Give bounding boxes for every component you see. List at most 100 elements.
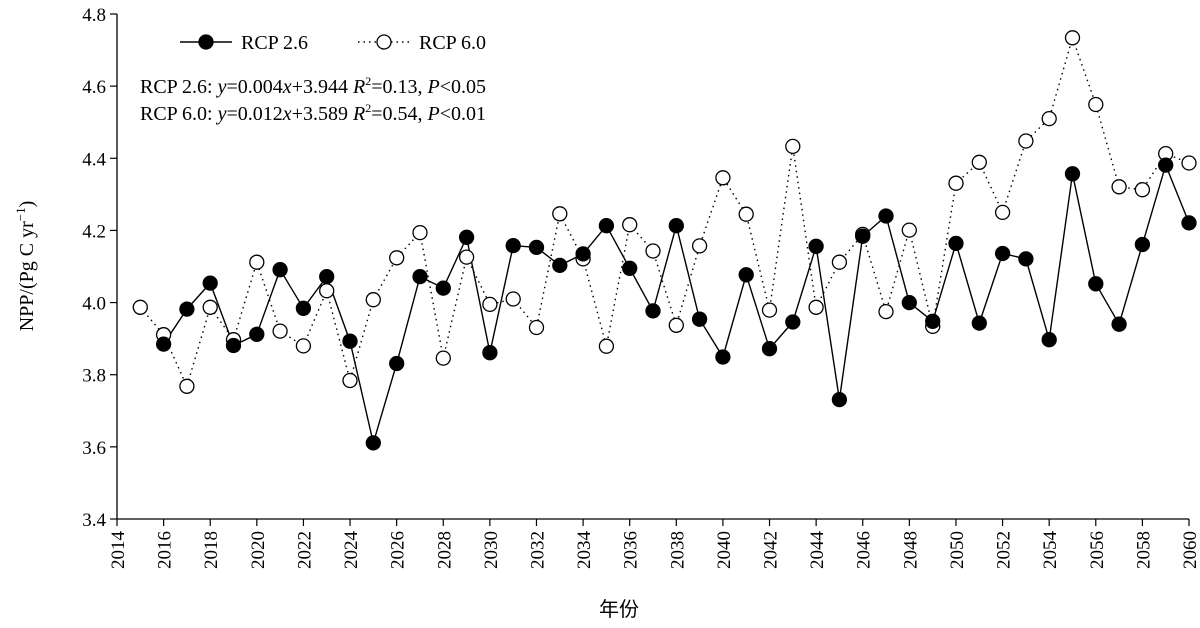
data-point-rcp26 — [785, 314, 801, 330]
x-tick-label: 2038 — [667, 531, 688, 569]
data-point-rcp26 — [691, 311, 708, 327]
data-point-rcp60 — [435, 350, 451, 366]
data-point-rcp26 — [1018, 251, 1034, 267]
y-tick-label: 4.0 — [82, 294, 106, 315]
data-point-rcp60 — [1088, 96, 1104, 113]
x-tick-label: 2034 — [574, 531, 595, 570]
x-tick-label: 2020 — [248, 531, 269, 569]
y-tick-label: 4.6 — [82, 77, 106, 98]
data-point-rcp26 — [249, 326, 265, 342]
x-tick-label: 2040 — [714, 531, 735, 569]
x-tick-label: 2022 — [294, 531, 315, 569]
data-point-rcp26 — [831, 391, 848, 408]
data-point-rcp26 — [202, 275, 218, 291]
data-point-rcp60 — [132, 299, 148, 315]
data-point-rcp60 — [505, 291, 521, 307]
x-tick-label: 2018 — [201, 531, 222, 569]
data-point-rcp60 — [295, 338, 312, 354]
legend-marker-open — [376, 34, 392, 50]
data-point-rcp60 — [1134, 182, 1151, 198]
y-tick-label: 4.8 — [82, 5, 106, 26]
data-point-rcp60 — [1064, 30, 1081, 46]
x-tick-label: 2028 — [434, 531, 455, 569]
data-point-rcp60 — [412, 224, 428, 241]
x-tick-label: 2016 — [155, 531, 176, 569]
x-axis-ticks: 2014 2016 2018 2020 2022 2024 2026 2028 2030 2032… — [108, 519, 1200, 569]
y-axis-ticks: 3.4 3.6 3.8 4.0 4.2 4.4 4.6 4.8 — [82, 5, 117, 531]
legend: RCP 2.6 RCP 6.0 — [180, 32, 486, 54]
data-point-rcp60 — [785, 138, 801, 155]
data-point-rcp26 — [971, 315, 987, 331]
data-point-rcp26 — [1158, 157, 1174, 173]
x-tick-label: 2050 — [947, 531, 968, 569]
series-line-rcp26 — [163, 162, 1190, 446]
y-tick-label: 4.2 — [82, 221, 106, 242]
data-point-rcp60 — [528, 319, 545, 336]
data-point-rcp60 — [645, 243, 661, 259]
legend-label-rcp26: RCP 2.6 — [241, 32, 308, 54]
data-point-rcp26 — [1064, 166, 1081, 182]
y-tick-label: 4.4 — [82, 149, 106, 170]
data-point-rcp26 — [1088, 276, 1104, 292]
x-tick-label: 2042 — [761, 531, 782, 569]
data-point-rcp26 — [994, 245, 1011, 262]
data-point-rcp26 — [179, 301, 195, 317]
data-point-rcp60 — [622, 217, 638, 233]
data-point-rcp60 — [365, 292, 381, 308]
data-point-rcp60 — [901, 222, 917, 238]
x-axis-title: 年份 — [599, 598, 639, 621]
x-tick-label: 2060 — [1180, 531, 1200, 569]
data-point-rcp60 — [971, 154, 987, 170]
x-tick-label: 2046 — [854, 531, 875, 569]
data-point-rcp26 — [668, 218, 684, 234]
y-axis-title: NPP/(Pg C yr−1) — [13, 201, 38, 332]
x-tick-label: 2032 — [527, 531, 548, 569]
data-point-rcp60 — [272, 323, 288, 339]
data-point-rcp60 — [1181, 155, 1197, 171]
data-point-rcp26 — [1134, 236, 1151, 253]
x-tick-label: 2052 — [994, 531, 1015, 569]
x-tick-label: 2030 — [481, 531, 502, 569]
x-tick-label: 2026 — [388, 531, 409, 569]
data-point-rcp26 — [505, 237, 521, 254]
data-point-rcp60 — [482, 296, 498, 313]
data-point-rcp60 — [1041, 110, 1057, 127]
x-tick-label: 2014 — [108, 531, 129, 570]
data-point-rcp60 — [994, 204, 1011, 221]
data-point-rcp26 — [319, 268, 335, 285]
data-point-rcp26 — [925, 313, 941, 329]
data-point-rcp26 — [575, 246, 591, 262]
data-point-rcp60 — [738, 206, 754, 222]
data-point-rcp26 — [645, 303, 661, 319]
data-point-rcp26 — [435, 280, 451, 296]
data-point-rcp26 — [738, 267, 754, 283]
data-point-rcp60 — [202, 299, 218, 315]
data-point-rcp60 — [1111, 179, 1127, 195]
data-point-rcp26 — [1111, 316, 1127, 332]
data-point-rcp60 — [761, 302, 778, 318]
data-point-rcp26 — [1041, 332, 1057, 348]
data-point-rcp26 — [761, 341, 778, 357]
y-tick-label: 3.8 — [82, 366, 106, 387]
data-point-rcp26 — [1181, 215, 1197, 231]
data-point-rcp26 — [808, 238, 824, 254]
x-tick-label: 2058 — [1133, 531, 1154, 569]
data-point-rcp60 — [948, 175, 964, 191]
data-point-rcp26 — [155, 336, 172, 352]
legend-marker-filled — [198, 34, 214, 50]
regression-equation-rcp26: RCP 2.6: y=0.004x+3.944 R2=0.13, P<0.05 — [140, 74, 486, 98]
data-point-rcp26 — [482, 345, 498, 361]
data-point-rcp26 — [598, 218, 615, 234]
legend-item-rcp26: RCP 2.6 — [180, 32, 308, 54]
data-point-rcp26 — [622, 260, 638, 276]
data-point-rcp60 — [179, 378, 195, 394]
data-point-rcp26 — [272, 262, 288, 278]
data-point-rcp26 — [365, 435, 381, 451]
x-tick-label: 2054 — [1040, 531, 1061, 570]
data-point-rcp26 — [295, 300, 312, 316]
data-point-rcp60 — [715, 170, 731, 186]
data-point-rcp60 — [389, 250, 405, 266]
data-point-rcp26 — [225, 337, 242, 354]
data-point-rcp26 — [552, 257, 568, 274]
